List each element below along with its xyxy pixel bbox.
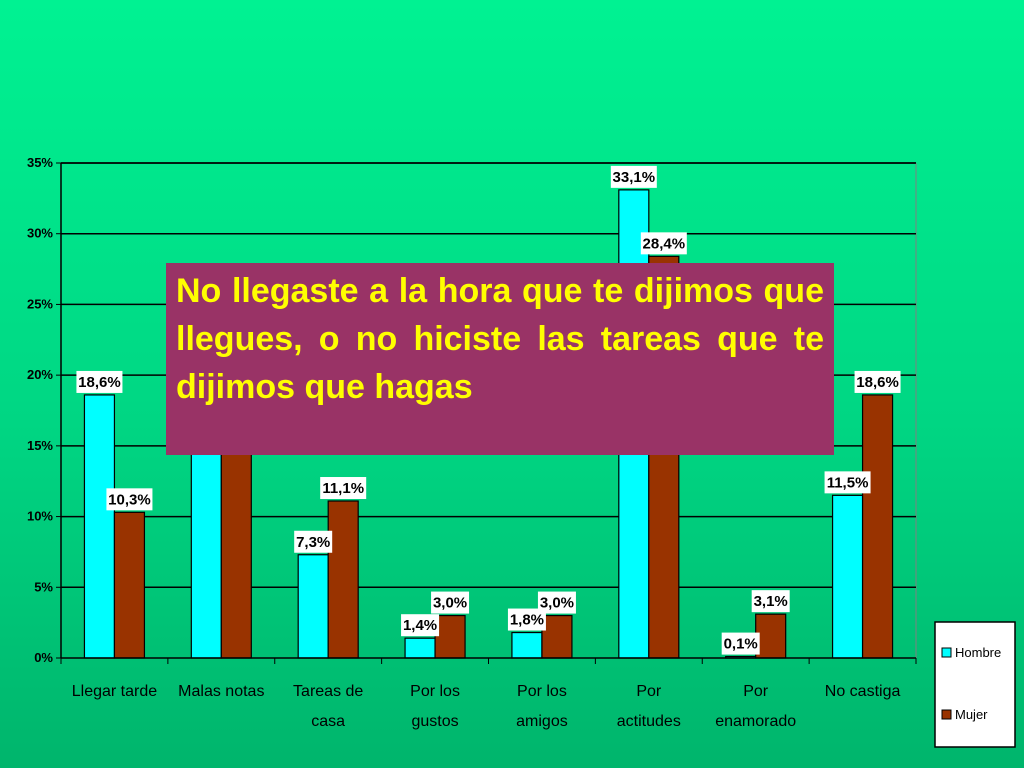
data-label: 1,8% bbox=[510, 612, 544, 629]
y-tick-label: 25% bbox=[27, 296, 53, 311]
x-category-label: enamorado bbox=[715, 713, 796, 730]
x-category-label: actitudes bbox=[617, 713, 681, 730]
data-label: 28,4% bbox=[643, 235, 686, 252]
data-label-box bbox=[854, 370, 901, 393]
bar-mujer bbox=[755, 613, 787, 659]
data-label-box bbox=[294, 530, 333, 553]
callout-text: No llegaste a la hora que te dijimos que… bbox=[176, 272, 824, 406]
data-label: 18,6% bbox=[78, 374, 121, 391]
data-label: 0,1% bbox=[724, 636, 758, 653]
data-label: 11,1% bbox=[322, 480, 364, 497]
y-tick-label: 30% bbox=[27, 226, 53, 241]
x-category-label: Malas notas bbox=[178, 683, 264, 700]
bar-mujer bbox=[220, 445, 252, 659]
data-label-box bbox=[751, 590, 790, 613]
y-tick-label: 15% bbox=[27, 438, 53, 453]
x-category-label: No castiga bbox=[825, 683, 901, 700]
legend-label-hombre: Hombre bbox=[955, 645, 1001, 660]
data-label: 33,1% bbox=[613, 169, 656, 186]
y-axis: 0% 5% 10% 15% 20% 25% 30% 35% bbox=[27, 155, 62, 665]
x-category-label: Llegar tarde bbox=[72, 683, 157, 700]
bar-mujer bbox=[861, 394, 894, 659]
bar-hombre bbox=[190, 445, 222, 659]
bar-mujer bbox=[327, 500, 359, 659]
legend-swatch-hombre bbox=[941, 647, 952, 658]
bar-hombre bbox=[831, 494, 864, 659]
bar-hombre bbox=[297, 554, 329, 659]
x-category-label: Por los bbox=[517, 683, 567, 700]
x-category-label: Por bbox=[743, 683, 769, 700]
y-tick-label: 20% bbox=[27, 367, 53, 382]
data-label: 1,4% bbox=[403, 617, 437, 634]
callout-box: No llegaste a la hora que te dijimos que… bbox=[166, 263, 834, 455]
data-label: 18,6% bbox=[856, 374, 899, 391]
data-label-box bbox=[610, 165, 657, 188]
data-label-box bbox=[106, 488, 153, 511]
x-category-label: Tareas de bbox=[293, 683, 363, 700]
legend: Hombre Mujer bbox=[934, 621, 1016, 748]
x-category-label: amigos bbox=[516, 713, 568, 730]
x-category-label: Por bbox=[636, 683, 662, 700]
bar-mujer bbox=[113, 511, 146, 659]
data-label-box bbox=[537, 591, 576, 614]
data-label-box bbox=[320, 477, 367, 500]
x-axis: Llegar tarde Malas notas Tareas de casa Por … bbox=[60, 657, 917, 730]
y-tick-label: 0% bbox=[34, 650, 53, 665]
y-tick-label: 10% bbox=[27, 509, 53, 524]
data-label-box bbox=[507, 608, 546, 631]
data-label-box bbox=[431, 591, 470, 614]
data-label-box bbox=[640, 232, 687, 255]
data-label-box bbox=[401, 614, 440, 637]
legend-label-mujer: Mujer bbox=[955, 707, 988, 722]
data-label-box bbox=[76, 370, 123, 393]
data-label: 3,0% bbox=[433, 595, 467, 612]
data-label: 10,3% bbox=[108, 491, 151, 508]
bar-mujer bbox=[541, 614, 573, 659]
legend-swatch-mujer bbox=[941, 709, 952, 720]
bar-hombre bbox=[404, 637, 436, 659]
data-labels: 18,6%10,3%7,3%11,1%1,4%3,0%1,8%3,0%33,1%… bbox=[76, 165, 901, 655]
y-tick-label: 35% bbox=[27, 155, 53, 170]
x-category-label: Por los bbox=[410, 683, 460, 700]
data-label-box bbox=[824, 471, 871, 494]
bar-hombre bbox=[511, 631, 543, 659]
bar-hombre bbox=[83, 394, 116, 659]
data-label: 3,1% bbox=[754, 593, 788, 610]
y-tick-label: 5% bbox=[34, 579, 53, 594]
data-label: 11,5% bbox=[827, 474, 869, 491]
data-label: 7,3% bbox=[296, 534, 330, 551]
bar-mujer bbox=[434, 614, 466, 659]
data-label-box bbox=[721, 632, 760, 655]
x-category-label: casa bbox=[311, 713, 345, 730]
data-label: 3,0% bbox=[540, 595, 574, 612]
x-category-label: gustos bbox=[411, 713, 458, 730]
legend-box bbox=[934, 621, 1016, 748]
